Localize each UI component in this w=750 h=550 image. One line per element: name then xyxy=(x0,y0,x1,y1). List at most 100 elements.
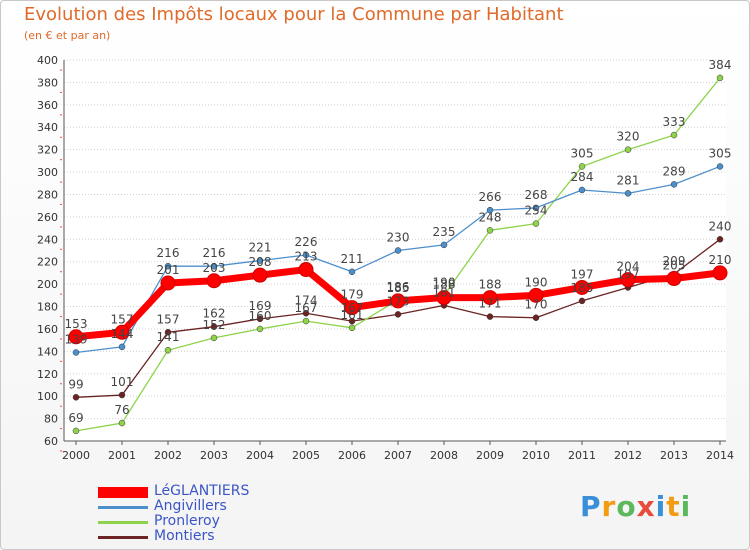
data-point xyxy=(302,310,310,317)
data-point xyxy=(344,300,360,316)
logo-letter: i xyxy=(655,490,667,523)
data-point xyxy=(68,329,84,345)
y-tick-label: 100 xyxy=(37,390,58,403)
legend-swatch-montiers xyxy=(98,536,148,539)
y-tick-label: 180 xyxy=(37,301,58,314)
data-point xyxy=(160,275,176,291)
data-point xyxy=(482,290,498,306)
y-tick-label: 320 xyxy=(37,144,58,157)
x-tick-label: 2003 xyxy=(200,449,228,462)
x-tick-label: 2010 xyxy=(522,449,550,462)
data-label: 188 xyxy=(479,278,502,292)
data-label: 141 xyxy=(157,330,180,344)
data-label: 171 xyxy=(479,297,502,311)
data-point xyxy=(532,204,540,212)
data-label: 101 xyxy=(111,375,134,389)
x-tick-label: 2008 xyxy=(430,449,458,462)
y-tick-label: 140 xyxy=(37,345,58,358)
data-point xyxy=(206,273,222,289)
chart-subtitle: (en € et par an) xyxy=(24,29,111,42)
data-point xyxy=(210,323,218,330)
data-point xyxy=(666,271,682,287)
data-label: 139 xyxy=(65,332,88,346)
data-point xyxy=(72,427,80,435)
data-label: 169 xyxy=(249,299,272,313)
x-tick-label: 2007 xyxy=(384,449,412,462)
data-label: 216 xyxy=(203,246,226,260)
data-label: 208 xyxy=(249,255,272,269)
x-tick-label: 2009 xyxy=(476,449,504,462)
data-label: 281 xyxy=(617,173,640,187)
x-tick-label: 2006 xyxy=(338,449,366,462)
data-point xyxy=(118,343,126,351)
data-point xyxy=(394,247,402,254)
data-label: 205 xyxy=(663,259,686,273)
data-point xyxy=(624,190,632,197)
data-point xyxy=(486,206,494,214)
y-tick-label: 200 xyxy=(37,278,58,291)
data-point xyxy=(528,287,544,303)
data-label: 160 xyxy=(249,309,272,323)
logo-letter: o xyxy=(616,490,637,523)
data-label: 76 xyxy=(114,403,129,417)
data-label: 157 xyxy=(157,312,180,326)
data-label: 190 xyxy=(525,275,548,289)
data-label: 305 xyxy=(709,146,732,160)
data-label: 181 xyxy=(433,285,456,299)
proxiti-logo: Proxiti xyxy=(580,490,691,523)
data-label: 152 xyxy=(203,318,226,332)
data-label: 266 xyxy=(479,190,502,204)
data-label: 305 xyxy=(571,146,594,160)
data-label: 209 xyxy=(663,254,686,268)
data-label: 204 xyxy=(617,260,640,274)
data-label: 210 xyxy=(709,253,732,267)
data-point xyxy=(716,74,724,82)
data-label: 221 xyxy=(249,241,272,255)
data-label: 197 xyxy=(571,267,594,281)
data-label: 185 xyxy=(387,281,410,295)
legend-label: LéGLANTIERS xyxy=(154,483,250,499)
data-label: 161 xyxy=(341,308,364,322)
data-label: 268 xyxy=(525,188,548,202)
data-label: 201 xyxy=(157,263,180,277)
y-tick-label: 340 xyxy=(37,121,58,134)
data-point xyxy=(256,325,264,333)
data-point xyxy=(164,262,172,270)
data-label: 185 xyxy=(571,281,594,295)
data-label: 211 xyxy=(341,252,364,266)
data-label: 174 xyxy=(295,293,318,307)
legend-swatch-pronleroy xyxy=(98,521,148,524)
data-point xyxy=(716,163,724,170)
data-label: 167 xyxy=(295,301,318,315)
data-point xyxy=(164,329,172,336)
data-point xyxy=(670,181,678,188)
data-label: 170 xyxy=(525,298,548,312)
data-label: 157 xyxy=(111,312,134,326)
data-label: 284 xyxy=(571,170,594,184)
y-tick-label: 120 xyxy=(37,368,58,381)
legend-label: Angivillers xyxy=(154,498,227,514)
data-point xyxy=(302,317,310,325)
data-point xyxy=(578,297,586,305)
data-label: 173 xyxy=(387,294,410,308)
x-tick-label: 2011 xyxy=(568,449,596,462)
data-label: 230 xyxy=(387,231,410,245)
data-label: 216 xyxy=(157,246,180,260)
data-label: 162 xyxy=(203,307,226,321)
x-tick-label: 2002 xyxy=(154,449,182,462)
data-label: 186 xyxy=(387,280,410,294)
data-label: 254 xyxy=(525,204,548,218)
data-point xyxy=(302,251,310,259)
data-label: 153 xyxy=(65,317,88,331)
x-tick-label: 2004 xyxy=(246,449,274,462)
data-point xyxy=(298,262,314,278)
y-tick-label: 360 xyxy=(37,99,58,112)
logo-letter: i xyxy=(680,490,692,523)
data-point xyxy=(348,317,356,325)
data-point xyxy=(118,391,126,399)
data-point xyxy=(712,265,728,281)
data-label: 289 xyxy=(663,164,686,178)
chart-title: Evolution des Impôts locaux pour la Comm… xyxy=(24,4,564,25)
data-point xyxy=(252,267,268,283)
data-point xyxy=(532,220,540,227)
